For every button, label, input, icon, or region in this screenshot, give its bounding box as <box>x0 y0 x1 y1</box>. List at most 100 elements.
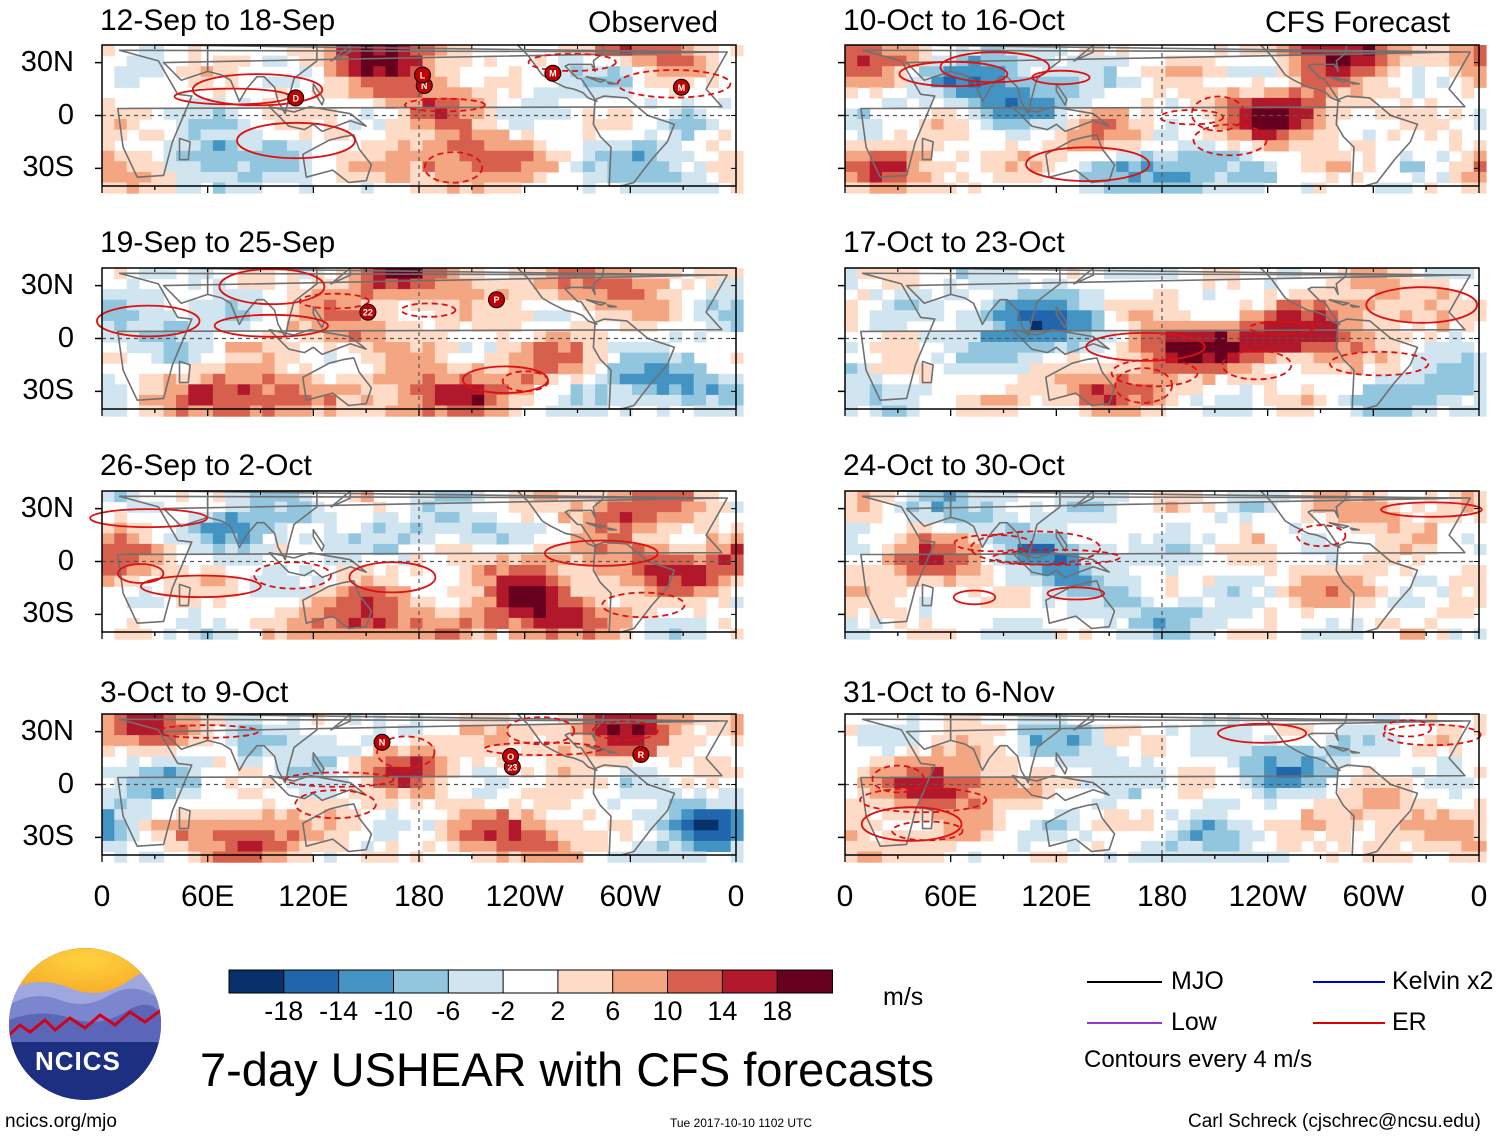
heatmap-cell <box>274 522 288 534</box>
heatmap-cell <box>632 140 645 152</box>
heatmap-cell <box>1091 76 1105 88</box>
footer-left[interactable]: ncics.org/mjo <box>5 1111 117 1132</box>
heatmap-cell <box>237 161 251 173</box>
heatmap-cell <box>1214 798 1228 810</box>
heatmap-cell <box>1375 819 1388 831</box>
heatmap-cell <box>894 320 908 333</box>
legend-mjo-label: MJO <box>1171 967 1224 995</box>
heatmap-cell <box>582 66 596 78</box>
er-contour <box>1110 358 1199 388</box>
heatmap-cell <box>669 851 682 863</box>
heatmap-cell <box>718 394 732 407</box>
heatmap-cell <box>919 384 932 396</box>
heatmap-cell <box>188 55 202 67</box>
heatmap-cell <box>1399 512 1413 524</box>
heatmap-cell <box>508 565 522 577</box>
heatmap-cell <box>447 384 461 396</box>
heatmap-cell <box>1227 66 1241 78</box>
heatmap-cell <box>1350 586 1364 598</box>
heatmap-cell <box>1276 55 1290 67</box>
heatmap-cell <box>311 310 325 322</box>
colorbar-swatch <box>721 969 779 994</box>
heatmap-cell <box>1054 554 1068 566</box>
heatmap-cell <box>496 331 510 343</box>
heatmap-cell <box>447 394 461 407</box>
heatmap-cell <box>484 586 498 598</box>
heatmap-cell <box>139 586 152 598</box>
heatmap-cell <box>508 851 522 863</box>
heatmap-cell <box>1473 512 1487 524</box>
heatmap-cell <box>1449 384 1462 396</box>
heatmap-cell <box>471 617 485 630</box>
heatmap-cell <box>102 405 115 417</box>
heatmap-cell <box>336 798 350 810</box>
heatmap-cell <box>1436 777 1450 789</box>
contour-note: Contours every 4 m/s <box>1084 1046 1313 1073</box>
heatmap-cell <box>644 766 658 779</box>
heatmap-cell <box>1387 543 1401 556</box>
heatmap-cell <box>1449 575 1462 587</box>
heatmap-cell <box>447 66 461 78</box>
heatmap-cell <box>570 766 584 779</box>
heatmap-cell <box>151 851 165 863</box>
heatmap-cell <box>730 596 744 608</box>
heatmap-cell <box>906 501 920 513</box>
heatmap-cell <box>1091 575 1105 587</box>
heatmap-cell <box>1325 735 1339 747</box>
heatmap-cell <box>607 756 621 768</box>
heatmap-cell <box>533 830 547 842</box>
heatmap-cell <box>299 320 313 333</box>
heatmap-cell <box>1473 714 1487 726</box>
coastline <box>860 272 1471 402</box>
heatmap-cell <box>139 171 152 184</box>
heatmap-cell <box>1239 777 1253 789</box>
heatmap-cell <box>188 394 202 407</box>
heatmap-cell <box>422 394 436 407</box>
heatmap-cell <box>1091 299 1105 311</box>
heatmap-cell <box>139 851 152 863</box>
heatmap-cell <box>558 586 571 598</box>
heatmap-cell <box>595 575 608 587</box>
heatmap-cell <box>102 798 115 810</box>
heatmap-cell <box>1140 745 1154 757</box>
heatmap-cell <box>1005 87 1019 99</box>
heatmap-cell <box>484 788 498 800</box>
heatmap-cell <box>607 565 621 577</box>
heatmap-cell <box>1140 129 1154 141</box>
er-contour <box>1031 69 1091 86</box>
heatmap-cell <box>1116 352 1130 364</box>
coastline <box>268 774 368 802</box>
heatmap-cell <box>1190 724 1204 736</box>
heatmap-cell <box>188 851 202 863</box>
heatmap-cell <box>286 384 300 396</box>
heatmap-cell <box>262 777 276 789</box>
heatmap-cell <box>225 809 239 821</box>
heatmap-cell <box>212 384 226 396</box>
heatmap-cell <box>1005 405 1019 417</box>
heatmap-cell <box>1301 331 1314 343</box>
heatmap-cell <box>656 119 670 131</box>
heatmap-cell <box>607 161 621 173</box>
heatmap-cell <box>956 756 969 768</box>
heatmap-cell <box>274 809 288 821</box>
heatmap-cell <box>1412 45 1425 57</box>
heatmap-cell <box>1251 363 1265 375</box>
heatmap-cell <box>681 575 695 587</box>
heatmap-cell <box>262 342 276 354</box>
heatmap-cell <box>607 745 621 757</box>
heatmap-cell <box>139 129 152 141</box>
heatmap-cell <box>397 756 411 768</box>
heatmap-cell <box>1029 628 1043 640</box>
heatmap-cell <box>1042 140 1056 152</box>
heatmap-cell <box>521 161 534 173</box>
heatmap-cell <box>521 607 534 619</box>
heatmap-cell <box>336 607 350 619</box>
heatmap-cell <box>1301 596 1314 608</box>
heatmap-cell <box>1202 182 1216 194</box>
heatmap-cell <box>299 373 313 385</box>
heatmap-cell <box>730 565 744 577</box>
heatmap-cell <box>323 522 337 534</box>
heatmap-cell <box>521 373 534 385</box>
heatmap-cell <box>545 596 559 608</box>
legend-low-label: Low <box>1171 1008 1217 1036</box>
